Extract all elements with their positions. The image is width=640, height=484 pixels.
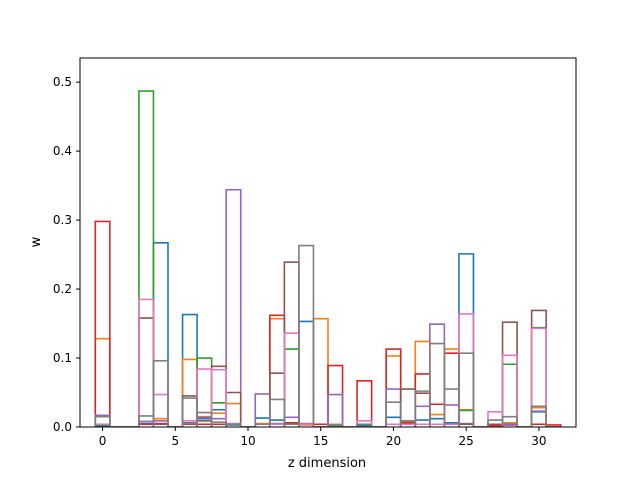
y-tick-label: 0.3 [53,213,72,227]
x-tick-label: 0 [99,434,107,448]
x-tick-label: 5 [171,434,179,448]
plot-area [94,90,562,427]
series-6-histogram [94,298,561,427]
x-tick-label: 10 [240,434,255,448]
axes: 0 5 10 15 20 25 30 0.0 0.1 0.2 0.3 0.4 0.5 [53,57,577,448]
y-tick-label: 0.2 [53,282,72,296]
y-tick-label: 0.5 [53,75,72,89]
x-tick-label: 15 [313,434,328,448]
y-tick-label: 0.1 [53,351,72,365]
series-group [94,90,562,427]
x-tick-label: 25 [459,434,474,448]
y-axis-label: w [29,236,44,247]
x-tick-label: 20 [386,434,401,448]
x-axis-label: z dimension [288,456,366,471]
y-tick-label: 0.0 [53,420,72,434]
x-tick-label: 30 [531,434,546,448]
series-7-histogram [94,244,561,427]
y-tick-label: 0.4 [53,144,72,158]
axes-frame [79,57,577,428]
